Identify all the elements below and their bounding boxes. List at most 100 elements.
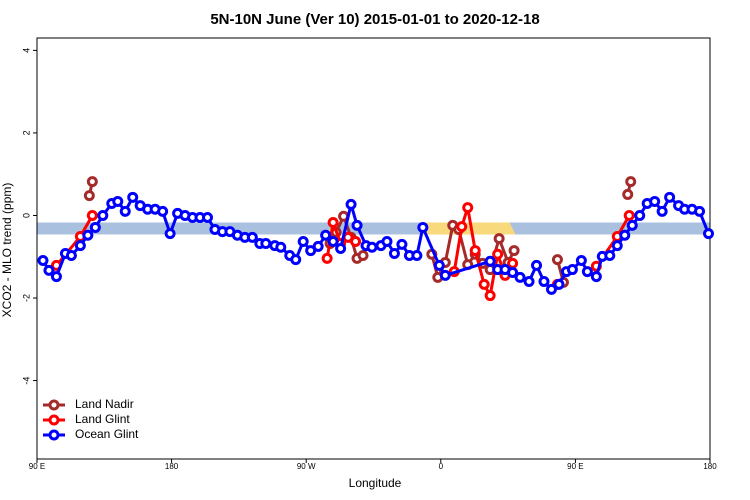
plot-frame xyxy=(36,37,711,460)
data-point xyxy=(604,250,616,262)
data-point xyxy=(623,209,635,221)
data-point xyxy=(43,264,55,276)
band-highlight xyxy=(419,222,516,235)
y-tick-label: -2 xyxy=(21,294,31,302)
data-point xyxy=(492,248,504,260)
data-point xyxy=(86,209,98,221)
x-tick-label: 90 W xyxy=(297,462,316,471)
data-point xyxy=(246,231,258,243)
data-point xyxy=(649,195,661,207)
data-point xyxy=(290,254,302,266)
data-point xyxy=(50,271,62,283)
data-point xyxy=(551,254,563,266)
y-axis-label: XCO2 - MLO trend (ppm) xyxy=(0,183,14,318)
data-point xyxy=(297,235,309,247)
data-point xyxy=(634,209,646,221)
data-point xyxy=(97,209,109,221)
data-point xyxy=(694,205,706,217)
data-point xyxy=(320,229,332,241)
data-point xyxy=(656,205,668,217)
data-point xyxy=(508,245,520,257)
data-point xyxy=(507,257,519,269)
data-point xyxy=(119,205,131,217)
data-point xyxy=(622,188,634,200)
data-point xyxy=(664,191,676,203)
x-tick-label: 180 xyxy=(703,462,717,471)
x-tick-label: 90 E xyxy=(29,462,45,471)
y-tick-label: 0 xyxy=(21,213,31,218)
data-point xyxy=(625,176,637,188)
data-point xyxy=(65,250,77,262)
data-point xyxy=(703,228,715,240)
data-point xyxy=(581,266,593,278)
data-point xyxy=(484,255,496,267)
x-tick-label: 180 xyxy=(165,462,179,471)
data-point xyxy=(545,283,557,295)
legend-swatch-marker xyxy=(48,414,60,426)
data-point xyxy=(566,264,578,276)
data-point xyxy=(433,259,445,271)
legend-label: Ocean Glint xyxy=(75,427,139,441)
data-point xyxy=(74,240,86,252)
data-point xyxy=(381,235,393,247)
x-tick-label: 0 xyxy=(439,462,444,471)
data-point xyxy=(345,198,357,210)
data-point xyxy=(484,290,496,302)
data-point xyxy=(619,229,631,241)
x-axis-label: Longitude xyxy=(349,476,402,490)
data-point xyxy=(327,235,339,247)
data-point xyxy=(321,252,333,264)
data-point xyxy=(157,205,169,217)
x-tick-label: 90 E xyxy=(567,462,583,471)
data-point xyxy=(411,250,423,262)
data-point xyxy=(82,229,94,241)
data-point xyxy=(327,216,339,228)
data-point xyxy=(275,241,287,253)
data-point xyxy=(366,241,378,253)
legend-label: Land Glint xyxy=(75,412,130,426)
data-point xyxy=(417,221,429,233)
data-point xyxy=(350,235,362,247)
data-point xyxy=(590,271,602,283)
legend-swatch-marker xyxy=(48,429,60,441)
data-point xyxy=(553,278,565,290)
data-point xyxy=(37,254,49,266)
data-point xyxy=(127,191,139,203)
legend-label: Land Nadir xyxy=(75,397,134,411)
data-point xyxy=(83,190,95,202)
data-point xyxy=(462,202,474,214)
data-point xyxy=(312,240,324,252)
data-point xyxy=(164,228,176,240)
data-point xyxy=(439,269,451,281)
data-point xyxy=(538,276,550,288)
data-point xyxy=(514,271,526,283)
data-point xyxy=(351,219,363,231)
data-point xyxy=(626,219,638,231)
y-tick-label: -4 xyxy=(21,377,31,385)
data-point xyxy=(396,238,408,250)
data-point xyxy=(388,247,400,259)
data-point xyxy=(523,276,535,288)
reference-band xyxy=(37,222,710,235)
y-tick-label: 2 xyxy=(21,130,31,135)
data-point xyxy=(611,240,623,252)
data-point xyxy=(507,266,519,278)
data-point xyxy=(478,278,490,290)
data-point xyxy=(260,238,272,250)
data-point xyxy=(112,195,124,207)
data-point xyxy=(86,176,98,188)
data-point xyxy=(575,254,587,266)
y-tick-label: 4 xyxy=(21,48,31,53)
data-point xyxy=(531,259,543,271)
data-point xyxy=(456,221,468,233)
data-point xyxy=(89,221,101,233)
data-point xyxy=(469,245,481,257)
data-point xyxy=(201,212,213,224)
legend-swatch-marker xyxy=(48,399,60,411)
data-point xyxy=(335,243,347,254)
data-point xyxy=(357,250,369,262)
data-point xyxy=(493,233,505,245)
chart-title: 5N-10N June (Ver 10) 2015-01-01 to 2020-… xyxy=(210,11,539,28)
